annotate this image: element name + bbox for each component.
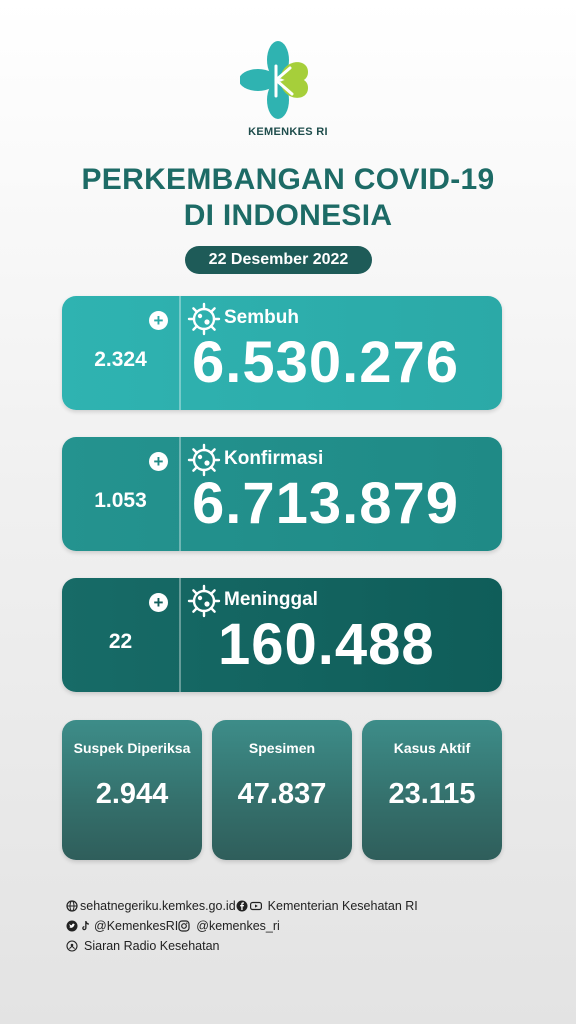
virus-icon (187, 302, 221, 336)
stat-label: Spesimen (248, 740, 316, 756)
virus-icon (187, 443, 221, 477)
card-value: 6.713.879 (192, 471, 460, 536)
card-konfirmasi: + 1.053 Konfirmasi 6.713.879 (62, 437, 502, 551)
title-line-1: PERKEMBANGAN COVID-19 (81, 163, 495, 196)
plus-icon: + (149, 311, 168, 330)
footer-row-2: @KemenkesRI @kemenkes_ri (66, 916, 506, 936)
card-divider (179, 578, 181, 692)
page-title: PERKEMBANGAN COVID-19 DI INDONESIA (0, 162, 576, 234)
plus-icon: + (149, 452, 168, 471)
card-delta: 22 (108, 630, 133, 653)
stat-value: 47.837 (237, 778, 327, 810)
globe-icon (66, 900, 78, 912)
twitter-icon (66, 920, 78, 932)
plus-icon: + (149, 593, 168, 612)
tiktok-icon (82, 921, 89, 931)
card-divider (179, 296, 181, 410)
card-label: Meninggal (224, 589, 318, 610)
footer-row-3: Siaran Radio Kesehatan (66, 936, 506, 956)
footer-row-1: sehatnegeriku.kemkes.go.id Kementerian K… (66, 896, 506, 916)
stat-value: 23.115 (388, 778, 476, 810)
kemenkes-logo (240, 41, 308, 119)
org-name: KEMENKES RI (248, 126, 328, 138)
instagram-icon (178, 920, 190, 932)
facebook-icon (236, 900, 248, 912)
date-badge: 22 Desember 2022 (185, 246, 372, 274)
stat-kasus-aktif: Kasus Aktif 23.115 (362, 720, 502, 860)
card-divider (179, 437, 181, 551)
youtube-icon (249, 901, 262, 911)
card-delta: 1.053 (94, 489, 147, 512)
footer: sehatnegeriku.kemkes.go.id Kementerian K… (66, 896, 506, 956)
twitter-tiktok-link[interactable]: @KemenkesRI (94, 919, 179, 933)
stat-spesimen: Spesimen 47.837 (212, 720, 352, 860)
title-line-2: DI INDONESIA (183, 199, 393, 232)
stat-suspek: Suspek Diperiksa 2.944 (62, 720, 202, 860)
card-meninggal: + 22 Meninggal 160.488 (62, 578, 502, 692)
facebook-youtube-link[interactable]: Kementerian Kesehatan RI (267, 899, 418, 913)
card-label: Sembuh (224, 307, 299, 328)
card-value: 6.530.276 (192, 330, 460, 395)
stat-label: Kasus Aktif (393, 740, 471, 756)
virus-icon (187, 584, 221, 618)
instagram-link[interactable]: @kemenkes_ri (196, 919, 280, 933)
radio-icon (66, 940, 78, 952)
radio-link[interactable]: Siaran Radio Kesehatan (84, 939, 220, 953)
website-link[interactable]: sehatnegeriku.kemkes.go.id (80, 899, 236, 913)
card-label: Konfirmasi (224, 448, 324, 469)
card-value: 160.488 (218, 612, 435, 677)
card-sembuh: + 2.324 Sembuh 6.530.276 (62, 296, 502, 410)
stat-value: 2.944 (95, 778, 169, 810)
card-delta: 2.324 (94, 348, 147, 371)
stat-label: Suspek Diperiksa (73, 740, 191, 756)
